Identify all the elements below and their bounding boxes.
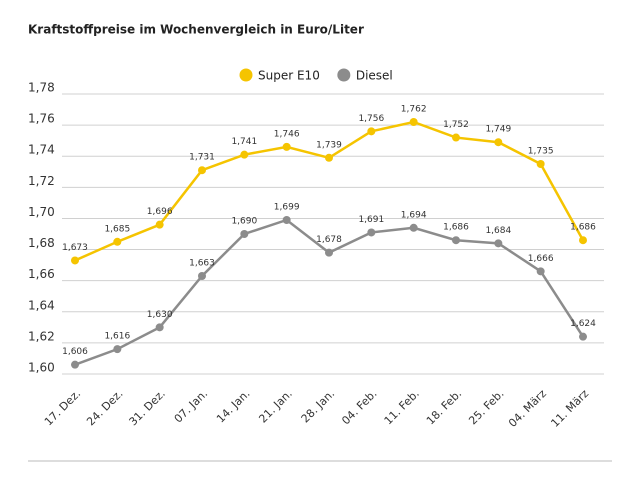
value-label: 1,731: [189, 153, 215, 163]
value-label: 1,686: [443, 223, 469, 233]
point: [452, 133, 460, 142]
y-tick-label: 1,60: [28, 361, 55, 375]
value-label: 1,694: [401, 210, 427, 220]
value-label: 1,756: [358, 114, 384, 124]
point: [155, 220, 164, 229]
x-tick-label: 18. Feb.: [424, 387, 464, 427]
x-tick-label: 25. Feb.: [466, 387, 506, 427]
value-label: 1,606: [62, 347, 88, 357]
y-tick-label: 1,68: [28, 236, 55, 250]
value-label: 1,663: [189, 259, 215, 269]
point: [494, 138, 503, 147]
value-label: 1,735: [528, 147, 554, 157]
legend-marker: [239, 68, 253, 82]
x-tick-label: 28. Jan.: [299, 387, 338, 426]
point: [113, 345, 122, 354]
legend-label: Diesel: [356, 69, 393, 83]
point: [198, 166, 206, 175]
x-tick-label: 17. Dez.: [42, 387, 83, 428]
x-tick-label: 31. Dez.: [127, 387, 168, 428]
value-label: 1,678: [316, 235, 342, 245]
point: [452, 236, 460, 245]
value-label: 1,616: [104, 332, 130, 342]
point: [536, 160, 545, 168]
point: [409, 118, 418, 126]
x-tick-label: 11. Feb.: [382, 387, 422, 427]
point: [71, 256, 79, 265]
value-label: 1,752: [443, 120, 469, 130]
point: [155, 323, 164, 332]
value-label: 1,741: [231, 137, 257, 147]
legend-marker: [337, 68, 351, 82]
chart-title: Kraftstoffpreise im Wochenvergleich in E…: [28, 23, 364, 37]
point: [282, 142, 291, 151]
x-tick-label: 04. Feb.: [339, 387, 379, 427]
value-label: 1,684: [485, 226, 511, 236]
y-tick-label: 1,66: [28, 267, 55, 281]
value-label: 1,686: [570, 223, 596, 233]
x-tick-label: 11. März: [548, 387, 591, 430]
value-label: 1,690: [231, 217, 257, 227]
point: [325, 248, 333, 257]
point: [240, 230, 249, 238]
x-tick-label: 21. Jan.: [256, 387, 295, 426]
x-tick-label: 04. März: [506, 387, 549, 430]
y-tick-label: 1,78: [28, 81, 55, 95]
point: [536, 267, 545, 276]
point: [198, 272, 206, 280]
point: [494, 239, 503, 248]
y-tick-label: 1,70: [28, 205, 55, 219]
legend-label: Super E10: [258, 69, 320, 83]
y-tick-label: 1,74: [28, 143, 55, 157]
value-label: 1,749: [485, 125, 511, 135]
value-label: 1,691: [358, 215, 384, 225]
value-label: 1,673: [62, 243, 88, 253]
point: [240, 150, 249, 159]
y-tick-label: 1,76: [28, 112, 55, 126]
point: [367, 228, 376, 237]
value-label: 1,699: [274, 203, 300, 213]
value-label: 1,685: [104, 224, 130, 234]
value-label: 1,762: [401, 105, 427, 115]
point: [282, 216, 291, 224]
point: [325, 153, 333, 162]
value-label: 1,739: [316, 140, 342, 150]
point: [579, 332, 587, 341]
point: [367, 127, 376, 136]
y-tick-label: 1,64: [28, 298, 55, 312]
point: [579, 236, 587, 245]
x-tick-label: 07. Jan.: [172, 387, 211, 426]
point: [71, 360, 79, 369]
value-label: 1,630: [147, 310, 173, 320]
value-label: 1,666: [528, 254, 554, 264]
y-tick-label: 1,72: [28, 174, 55, 188]
point: [113, 237, 122, 246]
value-label: 1,746: [274, 129, 300, 139]
x-tick-label: 24. Dez.: [84, 387, 125, 428]
value-label: 1,624: [570, 319, 596, 329]
value-label: 1,696: [147, 207, 173, 217]
point: [409, 223, 418, 232]
y-tick-label: 1,62: [28, 329, 55, 343]
x-tick-label: 14. Jan.: [214, 387, 253, 426]
